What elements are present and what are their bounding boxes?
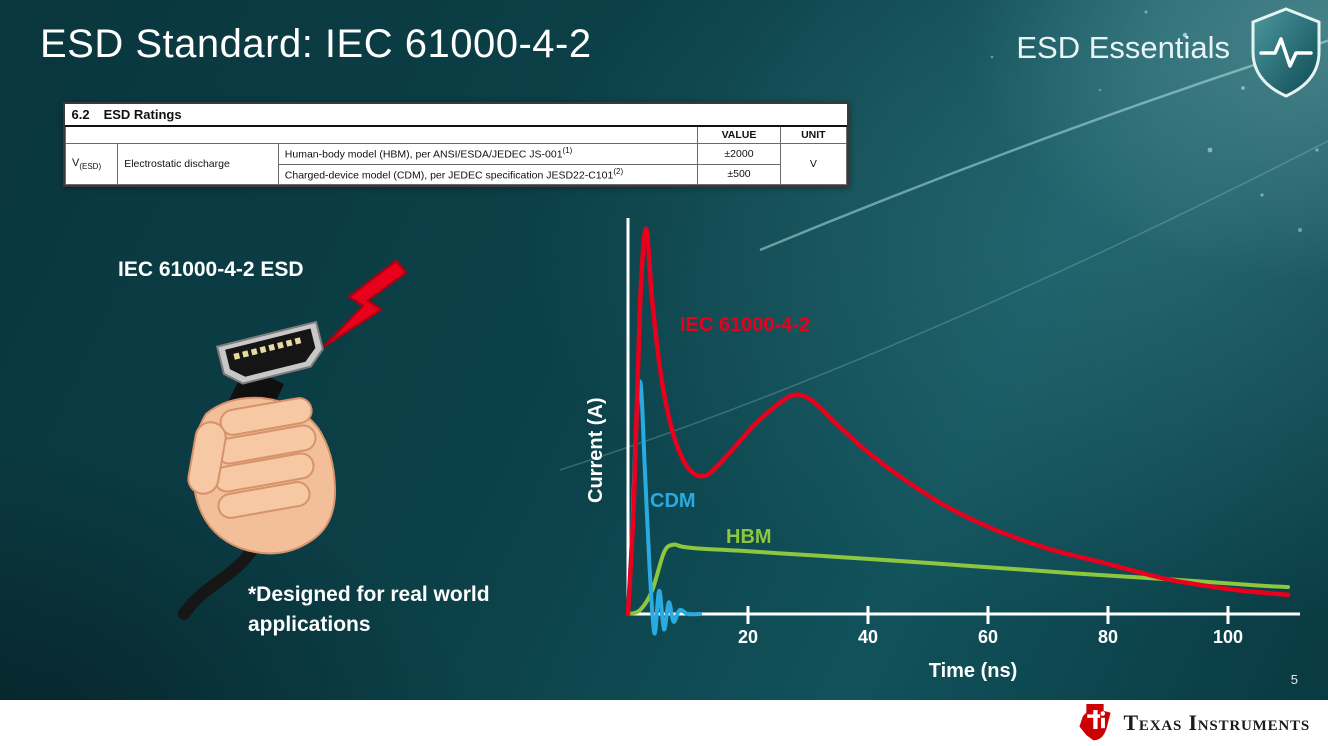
series-label-cdm: CDM	[650, 490, 696, 512]
header-unit: UNIT	[779, 125, 848, 144]
x-tick-label: 80	[1097, 627, 1119, 647]
chart-plot-area	[625, 218, 1300, 636]
lightning-bolt-icon	[323, 259, 408, 348]
series-label-iec-61000-4-2: IEC 61000-4-2	[680, 314, 811, 336]
cdm-description-cell: Charged-device model (CDM), per JEDEC sp…	[277, 163, 699, 186]
hand	[187, 396, 337, 555]
hand-connector-illustration	[178, 259, 408, 620]
esd-ratings-table: 6.2 ESD Ratings VALUE UNIT V(ESD) Electro…	[63, 102, 849, 188]
table-header-row: VALUE UNIT	[64, 125, 848, 144]
page-number: 5	[1290, 672, 1298, 687]
table-caption: ESD Ratings	[103, 107, 182, 122]
parameter-cell: Electrostatic discharge	[117, 142, 279, 186]
cdm-value-cell: ±500	[697, 163, 781, 186]
hdmi-connector	[215, 320, 324, 385]
shield-pulse-icon	[1251, 7, 1321, 98]
x-axis-label: Time (ns)	[928, 660, 1018, 682]
footer-bar: Texas Instruments	[0, 700, 1328, 746]
series-label-hbm: HBM	[726, 526, 772, 548]
x-tick-label: 60	[977, 627, 999, 647]
series-brand-label: ESD Essentials	[1016, 30, 1230, 65]
ti-bug-icon	[1079, 704, 1111, 741]
series-curve-hbm	[626, 542, 1290, 616]
hbm-value-cell: ±2000	[697, 143, 781, 165]
unit-cell: V	[779, 142, 848, 186]
hbm-description-cell: Human-body model (HBM), per ANSI/ESDA/JE…	[277, 143, 699, 165]
page-title: ESD Standard: IEC 61000-4-2	[40, 22, 592, 66]
table-row: Charged-device model (CDM), per JEDEC sp…	[66, 163, 847, 186]
header-blank-cell	[64, 125, 699, 144]
symbol-cell: V(ESD)	[64, 142, 119, 186]
ti-wordmark: Texas Instruments	[1123, 710, 1310, 735]
esd-waveform-chart: Current (A) Time (ns) 20 40 60 80 100 IEC 61…	[583, 212, 1328, 702]
x-tick-label: 20	[737, 627, 759, 647]
x-tick-label: 100	[1212, 627, 1244, 647]
cable	[178, 538, 262, 620]
x-tick-label: 40	[857, 627, 879, 647]
table-caption-row: 6.2 ESD Ratings	[65, 104, 847, 127]
y-axis-label: Current (A)	[585, 397, 607, 503]
series-curve-iec-61000-4-2	[625, 226, 1291, 617]
table-section-number: 6.2	[71, 107, 90, 122]
footnote: *Designed for real world applications	[248, 583, 490, 637]
ti-logo: Texas Instruments	[1076, 702, 1310, 744]
header-value: VALUE	[697, 125, 781, 144]
illustration-label: IEC 61000-4-2 ESD	[118, 258, 304, 281]
table-row: V(ESD) Electrostatic discharge Human-bod…	[64, 142, 848, 186]
